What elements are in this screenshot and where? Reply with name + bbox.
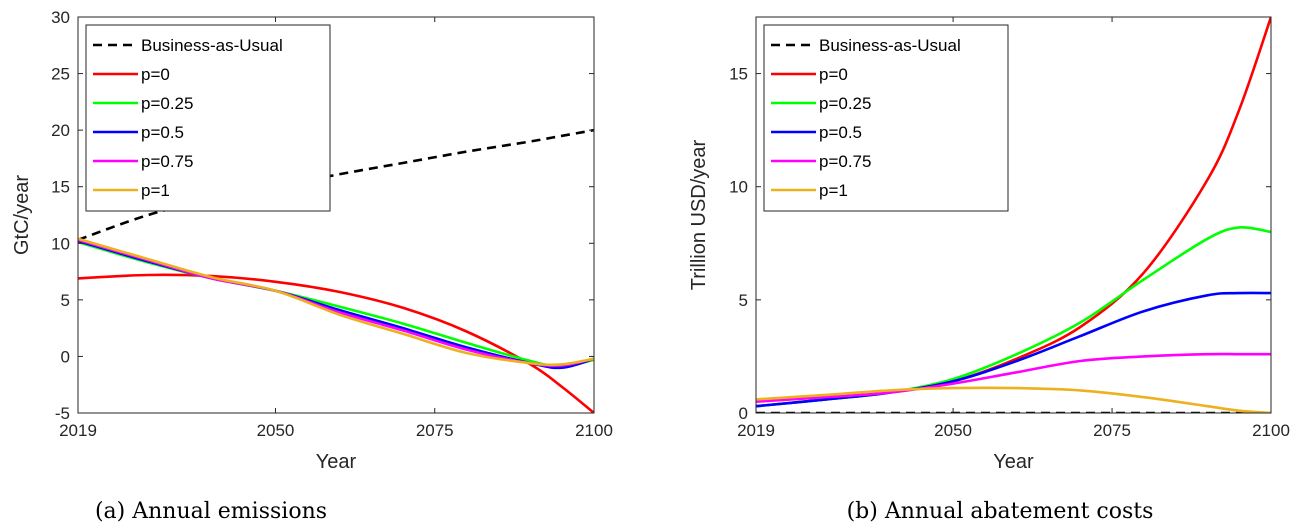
y-axis-label: GtC/year	[11, 175, 33, 255]
x-tick-label: 2075	[1093, 421, 1131, 440]
y-tick-label: 20	[51, 121, 70, 140]
axes-box	[755, 16, 1272, 414]
x-tick-label: 2050	[257, 421, 295, 440]
x-tick-label: 2100	[575, 421, 613, 440]
series-line-1	[78, 273, 594, 413]
legend-label-1: p=0	[141, 65, 170, 84]
x-axis-label: Year	[993, 451, 1034, 473]
legend-label-5: p=1	[141, 181, 170, 200]
y-axis-label: Trillion USD/year	[688, 139, 710, 290]
legend-label-2: p=0.25	[819, 94, 871, 113]
y-tick-label: 0	[61, 347, 70, 366]
legend-label-0: Business-as-Usual	[141, 36, 283, 55]
legend-label-3: p=0.5	[819, 123, 862, 142]
y-tick-label: 10	[729, 178, 748, 197]
y-tick-label: 30	[51, 8, 70, 27]
y-tick-label: 25	[51, 65, 70, 84]
series-line-5	[756, 386, 1271, 413]
axes-box	[77, 16, 595, 414]
y-tick-label: 5	[739, 291, 748, 310]
y-tick-label: 0	[739, 404, 748, 423]
legend-box	[85, 24, 331, 212]
caption-b: (b) Annual abatement costs	[847, 499, 1154, 524]
legend-label-4: p=0.75	[819, 152, 871, 171]
x-axis-label: Year	[316, 451, 357, 473]
y-tick-label: 10	[51, 234, 70, 253]
chart-b: 2019 2050 2075 2100 0 5 10 15 Year Trillion USD/y…	[688, 16, 1290, 473]
legend-label-4: p=0.75	[141, 152, 193, 171]
chart-a: 2019 2050 2075 2100 -5 0 5 10 15 20 25 30 Year GtC/ye…	[11, 8, 613, 473]
series-line-4	[756, 352, 1271, 403]
legend-label-1: p=0	[819, 65, 848, 84]
y-tick-label: 5	[61, 291, 70, 310]
x-tick-label: 2100	[1252, 421, 1290, 440]
series-group	[756, 17, 1271, 413]
legend: Business-as-Usual p=0 p=0.25 p=0.5 p=0.75 p=1	[763, 24, 1009, 212]
y-tick-label: 15	[51, 178, 70, 197]
legend: Business-as-Usual p=0 p=0.25 p=0.5 p=0.75 p=1	[85, 24, 331, 212]
y-tick-label: -5	[55, 404, 70, 423]
legend-label-0: Business-as-Usual	[819, 36, 961, 55]
series-line-4	[78, 238, 594, 368]
legend-label-5: p=1	[819, 181, 848, 200]
legend-label-3: p=0.5	[141, 123, 184, 142]
x-tick-label: 2019	[737, 421, 775, 440]
legend-box	[763, 24, 1009, 212]
series-line-2	[756, 225, 1271, 408]
legend-label-2: p=0.25	[141, 94, 193, 113]
x-tick-label: 2075	[416, 421, 454, 440]
x-tick-label: 2019	[59, 421, 97, 440]
caption-a: (a) Annual emissions	[95, 499, 327, 524]
y-tick-label: 15	[729, 65, 748, 84]
x-tick-label: 2050	[934, 421, 972, 440]
series-line-5	[78, 237, 594, 367]
